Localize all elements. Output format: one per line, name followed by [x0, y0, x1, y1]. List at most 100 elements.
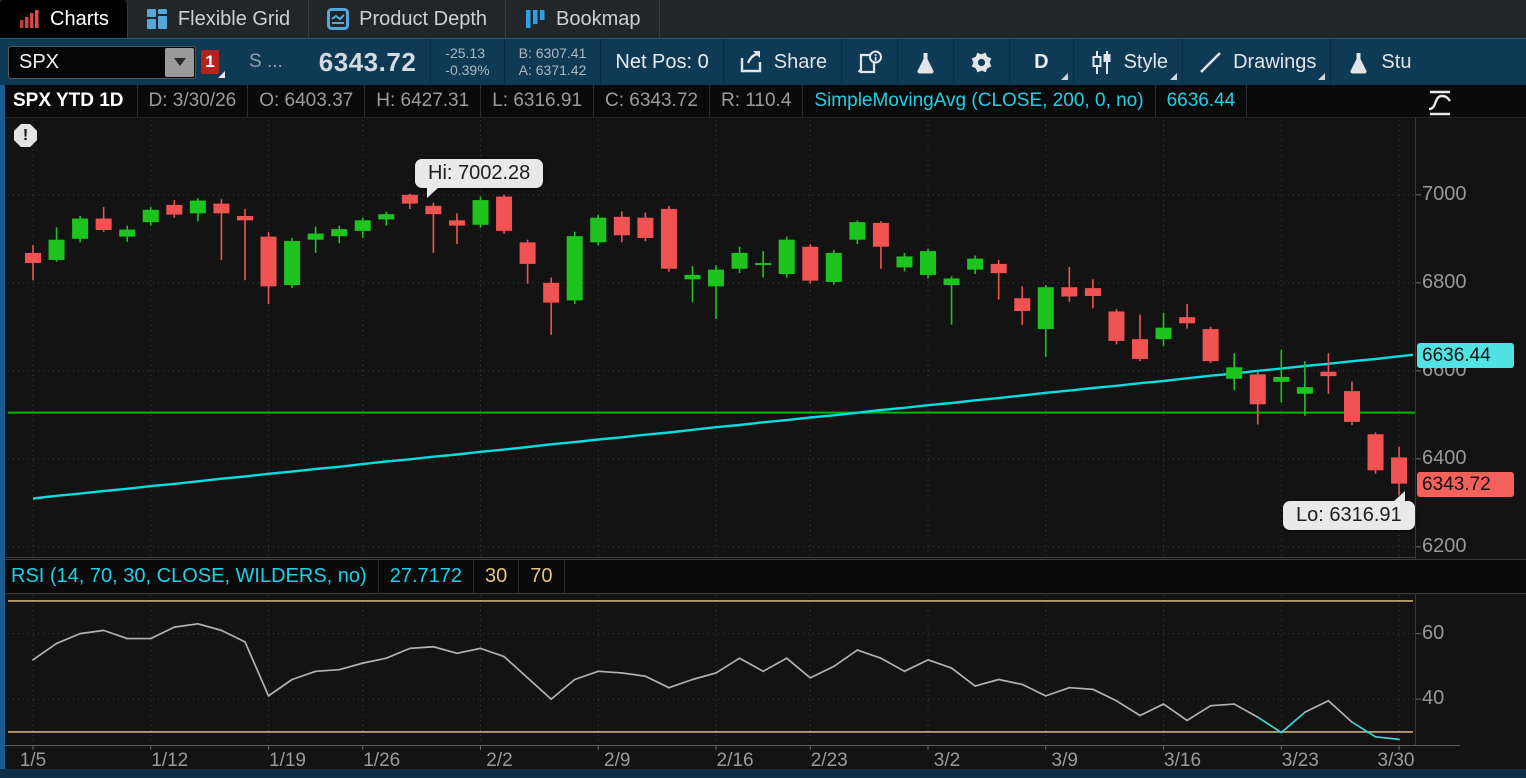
- candle: [1155, 327, 1172, 340]
- tab-charts[interactable]: Charts: [0, 0, 128, 38]
- tab-label: Product Depth: [359, 7, 488, 30]
- charts-icon: [18, 8, 40, 30]
- candle: [378, 214, 395, 220]
- tab-flexible-grid[interactable]: Flexible Grid: [128, 0, 310, 38]
- date-axis-tick: 2/2: [486, 750, 513, 771]
- candle: [142, 209, 159, 223]
- candle: [1084, 288, 1101, 297]
- product-depth-icon: [327, 8, 350, 30]
- candle: [849, 222, 866, 240]
- rsi-study-label[interactable]: RSI (14, 70, 30, CLOSE, WILDERS, no): [0, 560, 379, 593]
- candle: [1320, 371, 1337, 377]
- high-annotation: Hi: 7002.28: [415, 159, 544, 198]
- ohlc-close: C: 6343.72: [594, 85, 710, 117]
- share-button[interactable]: Share: [724, 39, 843, 85]
- candle: [95, 218, 112, 231]
- date-axis-tick: 3/9: [1051, 750, 1078, 771]
- candle: [519, 242, 536, 264]
- price-change: -25.13 -0.39%: [431, 39, 505, 85]
- share-icon: [738, 49, 765, 76]
- symbol-text: SPX: [19, 50, 60, 73]
- candle: [637, 217, 654, 238]
- candle: [1391, 457, 1408, 484]
- candle: [684, 274, 701, 280]
- ask-value: A: 6371.42: [518, 62, 587, 78]
- candle: [189, 200, 206, 214]
- bid-value: B: 6307.41: [518, 45, 587, 61]
- ohlc-open: O: 6403.37: [248, 85, 366, 117]
- symbol-group: SPX 1: [0, 39, 227, 85]
- candle: [425, 205, 442, 215]
- bubble-tail: [1392, 491, 1405, 502]
- note-info-icon: [856, 49, 883, 76]
- drawing-line-icon: [1197, 49, 1224, 76]
- symbol-input[interactable]: SPX: [8, 45, 196, 79]
- tab-label: Bookmap: [556, 7, 641, 30]
- chart-mode-icon[interactable]: [1424, 88, 1454, 118]
- candle: [307, 233, 324, 240]
- rsi-overbought-level: 70: [519, 560, 565, 593]
- gear-icon: [968, 49, 995, 76]
- date-axis-tick: 3/16: [1164, 750, 1202, 771]
- tab-product-depth[interactable]: Product Depth: [309, 0, 507, 38]
- settings-button[interactable]: [954, 39, 1011, 85]
- tab-bar: Charts Flexible Grid Product Depth Bookm…: [0, 0, 1526, 38]
- candle: [448, 220, 465, 226]
- candle: [1367, 434, 1384, 471]
- bubble-tail: [427, 187, 439, 198]
- studies-button[interactable]: Stu: [1331, 39, 1425, 85]
- candle: [708, 269, 725, 287]
- rsi-axis-tick: 60: [1422, 621, 1445, 644]
- tab-bookmap[interactable]: Bookmap: [506, 0, 660, 38]
- position-count-badge[interactable]: 1: [201, 50, 225, 78]
- sma-study-value: 6636.44: [1156, 85, 1248, 117]
- watchlist-indicator[interactable]: S ...: [249, 51, 283, 72]
- studies-flask-icon: [1345, 49, 1372, 76]
- tab-label: Flexible Grid: [177, 7, 291, 30]
- rsi-oversold-level: 30: [474, 560, 520, 593]
- analyze-flask-button[interactable]: [898, 39, 955, 85]
- candle: [755, 263, 772, 266]
- alerts-note-button[interactable]: [842, 39, 899, 85]
- alert-warning-icon[interactable]: !: [14, 124, 37, 147]
- chart-toolbar: SPX 1 S ... 6343.72 -25.13 -0.39% B: 630…: [0, 38, 1526, 85]
- symbol-dropdown-button[interactable]: [165, 47, 194, 77]
- drawings-button[interactable]: Drawings: [1183, 39, 1332, 85]
- price-axis-tick: 6400: [1422, 446, 1467, 469]
- candle: [872, 222, 889, 247]
- candle: [166, 204, 183, 215]
- candle: [1131, 339, 1148, 359]
- change-value: -25.13: [445, 45, 485, 61]
- candle: [825, 252, 842, 282]
- sma-price-badge: 6636.44: [1417, 343, 1514, 368]
- bid-ask: B: 6307.41 A: 6371.42: [505, 39, 602, 85]
- candle: [496, 196, 513, 231]
- candle: [72, 218, 89, 239]
- chart-title: SPX YTD 1D: [0, 85, 138, 117]
- candle: [920, 251, 937, 275]
- style-button[interactable]: Style: [1074, 39, 1184, 85]
- candle: [401, 194, 418, 204]
- candle: [354, 220, 371, 231]
- candle: [967, 258, 984, 270]
- candlestick-style-icon: [1088, 49, 1115, 76]
- change-percent: -0.39%: [445, 62, 490, 78]
- left-edge-strip: [0, 85, 5, 770]
- candle: [1226, 367, 1243, 379]
- last-price-badge: 6343.72: [1417, 472, 1514, 497]
- candle: [1179, 317, 1196, 324]
- date-axis-tick: 1/26: [363, 750, 401, 771]
- timeframe-button[interactable]: D: [1010, 39, 1074, 85]
- date-axis-tick: 2/16: [716, 750, 754, 771]
- candle: [119, 229, 136, 237]
- ohlc-high: H: 6427.31: [365, 85, 482, 117]
- candle: [236, 215, 253, 221]
- ohlc-date: D: 3/30/26: [138, 85, 249, 117]
- candle: [566, 236, 583, 301]
- ohlc-low: L: 6316.91: [481, 85, 595, 117]
- low-annotation: Lo: 6316.91: [1283, 491, 1415, 530]
- timeframe-value: D: [1034, 50, 1049, 73]
- sma-study-label[interactable]: SimpleMovingAvg (CLOSE, 200, 0, no): [803, 85, 1156, 117]
- candle: [1249, 374, 1266, 405]
